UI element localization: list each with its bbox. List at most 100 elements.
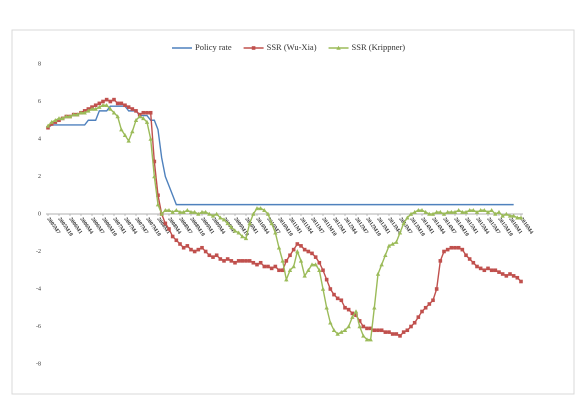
data-point xyxy=(53,120,58,124)
data-point xyxy=(273,264,278,269)
y-tick-label: -4 xyxy=(36,286,41,292)
data-point xyxy=(460,247,465,252)
data-point xyxy=(86,108,91,113)
data-point xyxy=(423,305,428,310)
data-point xyxy=(361,333,366,338)
data-point xyxy=(148,136,153,141)
data-point xyxy=(119,101,124,106)
data-point xyxy=(295,249,300,254)
data-point xyxy=(339,298,344,303)
data-point xyxy=(372,305,377,310)
data-point xyxy=(221,217,227,222)
data-point xyxy=(214,211,219,216)
data-point xyxy=(361,324,366,329)
data-point xyxy=(405,215,410,220)
data-point xyxy=(515,275,520,280)
data-point xyxy=(493,268,498,273)
data-point xyxy=(152,159,157,164)
data-point xyxy=(78,110,84,115)
data-point xyxy=(383,330,388,334)
data-point xyxy=(222,259,226,263)
data-point xyxy=(302,247,307,252)
data-point xyxy=(188,209,194,214)
data-point xyxy=(511,213,516,218)
data-point xyxy=(434,209,439,214)
data-point xyxy=(398,334,402,338)
data-point xyxy=(430,211,436,216)
data-point xyxy=(53,118,58,123)
series xyxy=(46,97,523,338)
data-point xyxy=(353,309,359,314)
data-point xyxy=(343,305,347,310)
data-point xyxy=(419,208,425,213)
data-point xyxy=(401,221,406,226)
data-point xyxy=(299,244,303,248)
data-point xyxy=(408,211,414,216)
data-point xyxy=(372,328,377,333)
data-point xyxy=(482,208,487,213)
data-point xyxy=(456,208,461,213)
data-point xyxy=(287,268,293,273)
data-point xyxy=(379,262,384,267)
data-point xyxy=(177,209,183,214)
data-point xyxy=(365,326,369,331)
data-point xyxy=(291,247,296,252)
data-point xyxy=(277,268,281,273)
data-point xyxy=(313,262,318,267)
data-point xyxy=(101,99,105,104)
data-point xyxy=(258,260,263,265)
data-point xyxy=(310,251,314,256)
data-point xyxy=(82,110,87,115)
data-point xyxy=(214,253,219,258)
data-point xyxy=(364,337,370,342)
data-point xyxy=(321,268,325,273)
data-point xyxy=(394,239,399,244)
data-point xyxy=(357,324,362,329)
data-point xyxy=(383,253,388,258)
data-point xyxy=(134,109,138,113)
data-point xyxy=(170,209,175,214)
data-point xyxy=(291,264,296,269)
data-point xyxy=(265,211,271,216)
data-point xyxy=(170,234,175,239)
data-point xyxy=(247,259,252,263)
data-point xyxy=(167,227,171,231)
data-point xyxy=(115,101,120,106)
data-point xyxy=(445,247,450,252)
data-point xyxy=(266,264,270,269)
data-point xyxy=(49,122,54,126)
data-point xyxy=(210,213,216,218)
data-point xyxy=(489,208,494,213)
data-point xyxy=(251,46,256,50)
data-point xyxy=(449,245,454,250)
data-point xyxy=(133,118,139,123)
data-point xyxy=(49,119,54,124)
data-point xyxy=(485,209,491,214)
data-point xyxy=(324,305,329,310)
data-point xyxy=(126,138,131,143)
data-point xyxy=(254,206,260,211)
data-point xyxy=(243,236,249,241)
data-point xyxy=(493,211,498,216)
data-point xyxy=(504,274,509,278)
series xyxy=(45,103,524,342)
data-point xyxy=(67,114,73,119)
data-point xyxy=(141,110,146,115)
data-point xyxy=(232,228,238,233)
data-point xyxy=(379,328,384,333)
y-tick-label: 8 xyxy=(38,61,41,67)
data-point xyxy=(431,298,435,303)
data-point xyxy=(108,99,113,104)
data-point xyxy=(350,314,355,319)
data-point xyxy=(262,264,267,269)
data-point xyxy=(104,97,109,102)
data-point xyxy=(511,274,516,278)
data-point xyxy=(328,320,333,325)
data-point xyxy=(284,259,289,263)
data-point xyxy=(504,211,509,216)
data-point xyxy=(390,332,395,336)
y-tick-label: 2 xyxy=(38,174,41,180)
data-point xyxy=(100,103,106,108)
data-point xyxy=(460,209,465,214)
data-point xyxy=(387,330,391,334)
